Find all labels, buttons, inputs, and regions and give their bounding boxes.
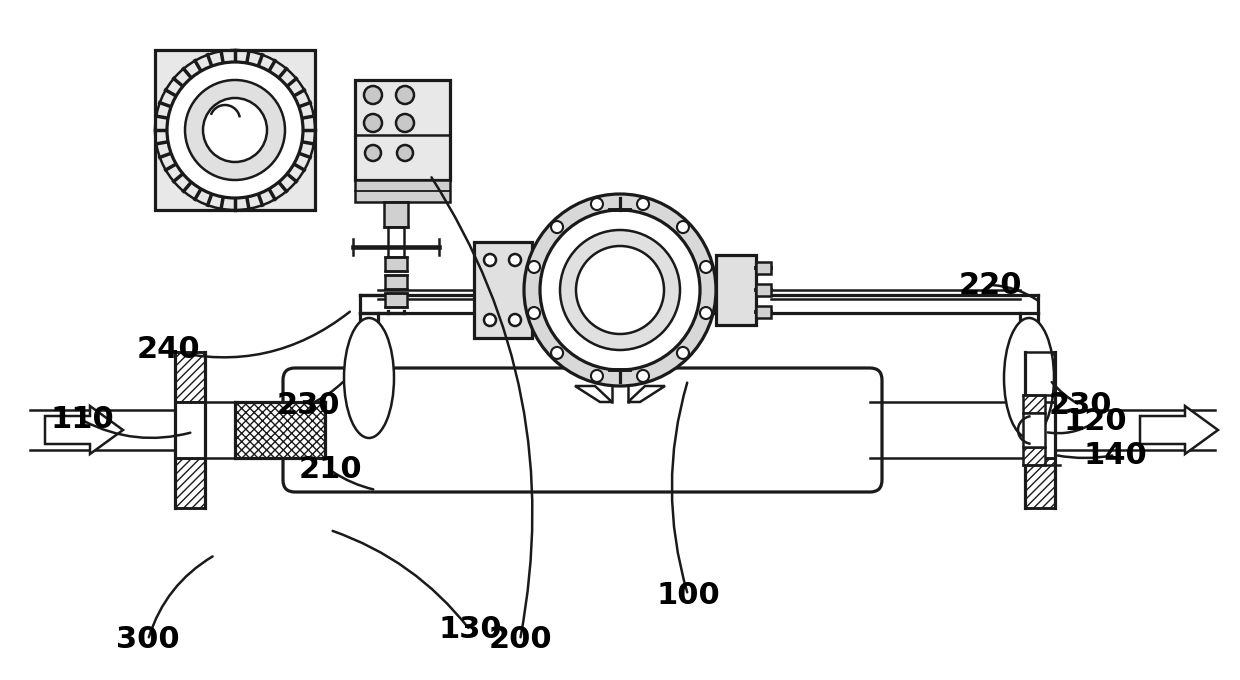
Circle shape	[185, 80, 285, 180]
Circle shape	[525, 194, 715, 386]
Circle shape	[677, 221, 689, 233]
Bar	[1023, 395, 1045, 413]
Circle shape	[637, 198, 649, 210]
Circle shape	[396, 114, 414, 132]
Circle shape	[528, 307, 541, 319]
Text: 300: 300	[117, 626, 180, 654]
Bar	[384, 257, 407, 271]
Text: 120: 120	[1063, 407, 1127, 437]
FancyBboxPatch shape	[283, 368, 882, 492]
Text: 110: 110	[50, 405, 114, 435]
Ellipse shape	[343, 318, 394, 438]
Bar	[1023, 413, 1045, 447]
Text: 230: 230	[277, 390, 340, 420]
Bar	[384, 202, 408, 227]
Text: 210: 210	[298, 456, 362, 484]
Circle shape	[365, 114, 382, 132]
Text: 240: 240	[136, 335, 200, 364]
Bar	[474, 242, 532, 338]
Polygon shape	[45, 406, 123, 454]
Bar	[1025, 402, 1055, 458]
Bar	[175, 458, 205, 508]
Bar	[355, 80, 450, 180]
Circle shape	[677, 347, 689, 359]
Text: 100: 100	[656, 581, 720, 609]
Bar	[355, 180, 450, 202]
Circle shape	[637, 370, 649, 382]
Bar	[388, 227, 404, 257]
Ellipse shape	[1004, 318, 1054, 438]
Circle shape	[484, 254, 496, 266]
Bar	[175, 402, 205, 458]
Circle shape	[528, 261, 541, 273]
Text: 230: 230	[1048, 390, 1112, 420]
Circle shape	[365, 145, 381, 161]
Circle shape	[551, 347, 563, 359]
Bar	[384, 275, 407, 289]
Text: 130: 130	[438, 615, 502, 645]
Text: 220: 220	[959, 271, 1022, 299]
Circle shape	[203, 98, 267, 162]
Text: 140: 140	[1083, 441, 1147, 469]
Bar	[1025, 352, 1055, 402]
Circle shape	[560, 230, 680, 350]
Polygon shape	[627, 386, 665, 402]
Text: 200: 200	[489, 626, 552, 654]
Circle shape	[577, 246, 663, 334]
Polygon shape	[575, 386, 613, 402]
Circle shape	[508, 314, 521, 326]
Bar	[1025, 458, 1055, 508]
Bar	[756, 284, 771, 296]
Circle shape	[365, 86, 382, 104]
Bar	[756, 262, 771, 274]
Bar	[1023, 447, 1045, 465]
Circle shape	[591, 198, 603, 210]
Bar	[384, 293, 407, 307]
Circle shape	[167, 62, 303, 198]
Bar	[155, 50, 315, 210]
Circle shape	[551, 221, 563, 233]
Polygon shape	[1140, 406, 1218, 454]
Circle shape	[699, 307, 712, 319]
Circle shape	[539, 210, 701, 370]
Circle shape	[699, 261, 712, 273]
Circle shape	[591, 370, 603, 382]
Circle shape	[396, 86, 414, 104]
Circle shape	[397, 145, 413, 161]
Bar	[175, 352, 205, 402]
Bar	[236, 402, 325, 458]
Bar	[715, 255, 756, 325]
Circle shape	[508, 254, 521, 266]
Circle shape	[484, 314, 496, 326]
Bar	[756, 306, 771, 318]
